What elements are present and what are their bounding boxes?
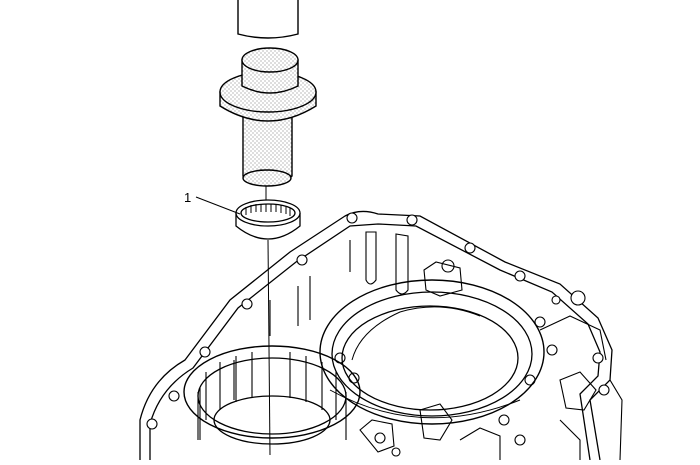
callout-label-1: 1 [184, 190, 192, 205]
alignment-centerline [265, 186, 271, 456]
installer-handle [237, 0, 299, 39]
bearing-installer-tool [219, 47, 317, 187]
transmission-case-housing [139, 210, 623, 461]
needle-bearing [235, 199, 301, 240]
callout-leader-line [195, 196, 241, 215]
